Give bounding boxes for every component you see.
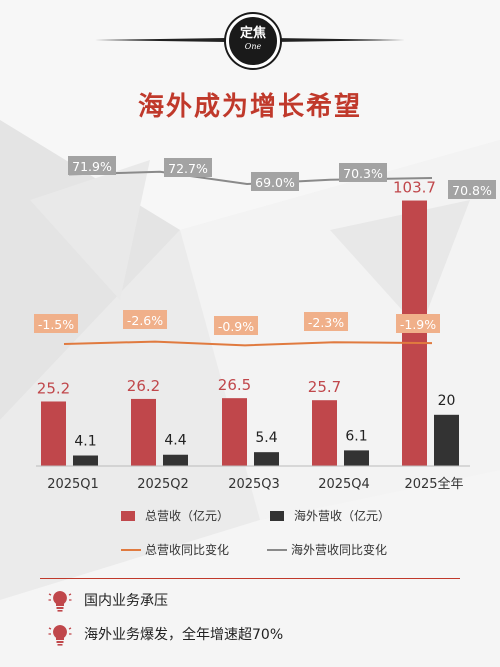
overseas-yoy-label: 69.0% <box>255 175 295 190</box>
total-revenue-bar <box>41 401 66 466</box>
note-overseas: 海外业务爆发，全年增速超70% <box>48 622 283 646</box>
overseas-revenue-label: 5.4 <box>255 430 277 446</box>
total-yoy-label: -1.5% <box>38 317 74 332</box>
total-yoy-label: -1.9% <box>400 317 436 332</box>
section-badge: 定焦 One <box>226 14 280 68</box>
overseas-revenue-bar <box>163 454 188 466</box>
total-yoy-label: -0.9% <box>218 319 254 334</box>
page-title: 海外成为增长希望 <box>137 92 362 122</box>
overseas-revenue-label: 6.1 <box>345 428 367 444</box>
legend-label: 海外营收（亿元） <box>294 508 390 523</box>
x-tick-label: 2025全年 <box>404 476 463 492</box>
total-revenue-label: 26.5 <box>218 376 251 394</box>
x-tick-label: 2025Q1 <box>47 477 99 492</box>
total-revenue-label: 103.7 <box>393 179 436 197</box>
overseas-yoy-label: 70.3% <box>343 166 383 181</box>
total-yoy-label: -2.3% <box>308 315 344 330</box>
total-revenue-bar <box>312 400 337 466</box>
total-yoy-label-box <box>304 312 348 331</box>
overseas-revenue-label: 4.1 <box>74 434 96 450</box>
bulb-icon <box>48 625 72 646</box>
total-yoy-label-box <box>214 316 258 335</box>
legend-label: 总营收同比变化 <box>145 542 229 557</box>
badge-sub: One <box>244 42 262 51</box>
total-revenue-bar <box>402 200 427 466</box>
overseas-yoy-label: 71.9% <box>72 159 112 174</box>
total-yoy-line <box>63 340 433 347</box>
x-tick-label: 2025Q2 <box>137 477 189 492</box>
total-revenue-bar <box>222 398 247 466</box>
total-revenue-label: 25.2 <box>37 379 70 397</box>
total-yoy-label-box <box>123 310 167 329</box>
legend-swatch <box>121 511 135 521</box>
overseas-yoy-label-box <box>164 158 212 177</box>
overseas-revenue-label: 4.4 <box>164 433 186 449</box>
note-domestic: 国内业务承压 <box>48 588 168 612</box>
total-revenue-label: 26.2 <box>127 377 160 395</box>
badge-main: 定焦 <box>239 26 266 41</box>
overseas-yoy-label-box <box>339 163 387 182</box>
total-yoy-label-box <box>396 314 440 333</box>
note-text: 国内业务承压 <box>84 593 168 609</box>
total-revenue-bar <box>131 398 156 466</box>
legend-swatch <box>270 511 284 521</box>
overseas-revenue-bar <box>73 455 98 466</box>
header-rules <box>95 38 405 42</box>
total-yoy-label-box <box>34 314 78 333</box>
total-yoy-label: -2.6% <box>127 313 163 328</box>
overseas-yoy-label-box <box>448 180 496 199</box>
overseas-revenue-bar <box>434 414 459 466</box>
x-tick-label: 2025Q4 <box>318 477 370 492</box>
overseas-yoy-label: 72.7% <box>168 161 208 176</box>
legend-label: 海外营收同比变化 <box>291 542 387 557</box>
bulb-icon <box>48 591 72 612</box>
overseas-yoy-label: 70.8% <box>452 183 492 198</box>
note-text: 海外业务爆发，全年增速超70% <box>84 627 284 643</box>
notes-divider <box>40 578 460 579</box>
overseas-revenue-label: 20 <box>438 393 456 409</box>
overseas-yoy-label-box <box>68 156 116 175</box>
overseas-revenue-bar <box>344 450 369 466</box>
x-tick-label: 2025Q3 <box>228 477 280 492</box>
overseas-yoy-label-box <box>251 172 299 191</box>
total-revenue-label: 25.7 <box>308 378 341 396</box>
legend-label: 总营收（亿元） <box>145 508 229 523</box>
overseas-revenue-bar <box>254 452 279 466</box>
